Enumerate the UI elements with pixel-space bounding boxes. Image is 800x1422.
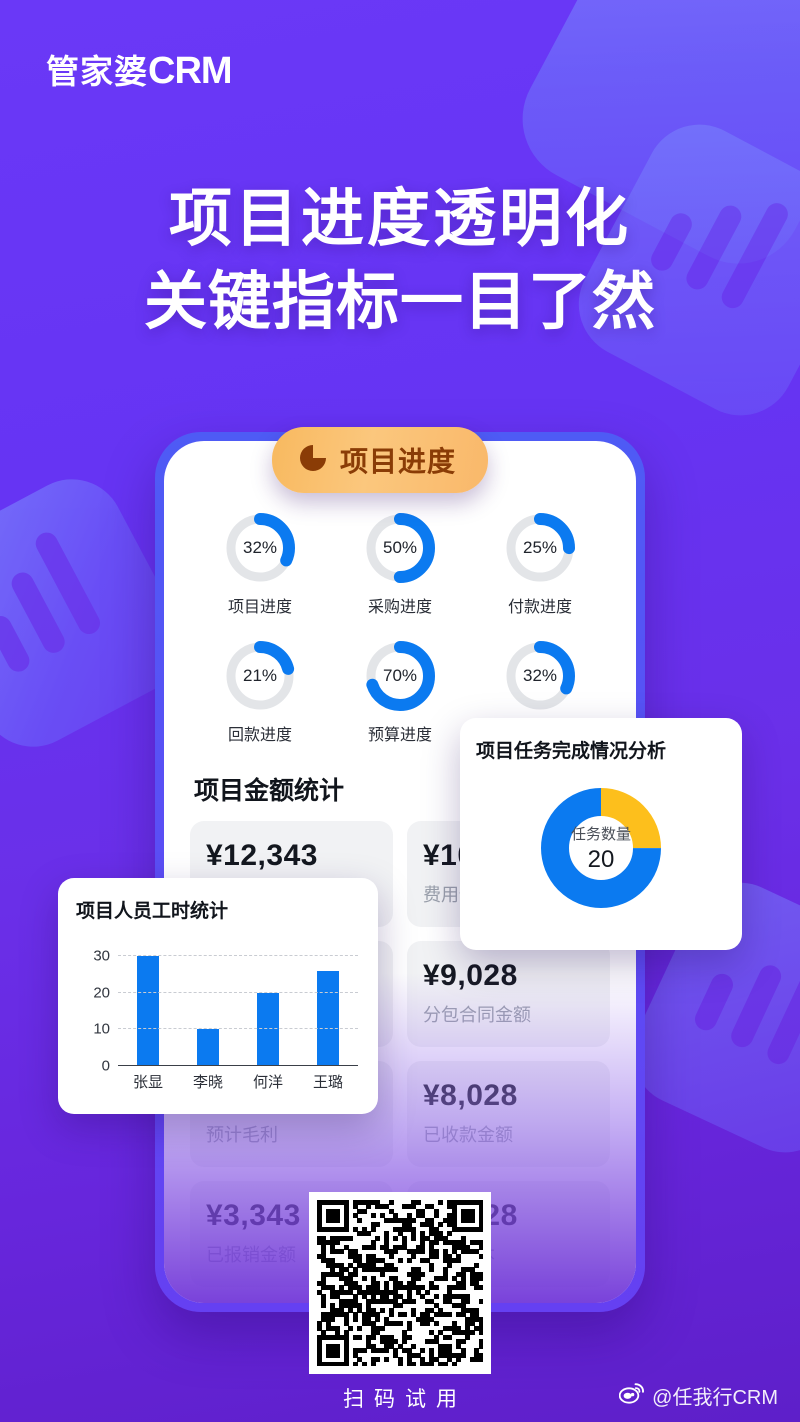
bar-chart-gridline: 30 (93, 948, 358, 965)
staff-hours-title: 项目人员工时统计 (76, 901, 229, 922)
bar-chart-x-axis (118, 1065, 358, 1066)
brand-logo-en: CRM (148, 50, 233, 92)
headline: 项目进度透明化 关键指标一目了然 (0, 178, 800, 344)
gauge-label: 预算进度 (367, 727, 432, 744)
gauge-ring: 25% (503, 511, 577, 585)
gauge-value: 50% (382, 538, 418, 557)
weibo-icon (618, 1382, 645, 1410)
weibo-watermark: @任我行CRM (618, 1381, 778, 1410)
qr-code[interactable] (309, 1192, 491, 1374)
qr-caption: 扫码试用 (343, 1388, 467, 1411)
task-donut-chart: 任务数量 20 (526, 773, 676, 923)
gauge-ring: 70% (363, 639, 437, 713)
pie-chart-icon (298, 443, 328, 478)
gauge-1: 32% 项目进度 (190, 511, 330, 617)
gauge-label: 回款进度 (227, 727, 292, 744)
amount-section-title: 项目金额统计 (194, 777, 345, 805)
brand-logo-cn: 管家婆 (46, 52, 148, 90)
bar-chart-x-label: 李晓 (192, 1074, 223, 1091)
amount-card-value: ¥8,028 (423, 1079, 518, 1112)
amount-card-value: ¥12,343 (206, 839, 318, 872)
bar-chart-y-tick: 30 (93, 947, 110, 965)
amount-card-label: 预计毛利 (206, 1125, 278, 1145)
bar-chart-bar[interactable] (137, 956, 159, 1066)
gauge-value: 32% (522, 666, 558, 685)
gauge-ring: 50% (363, 511, 437, 585)
donut-segment (541, 788, 661, 908)
bar-chart-bar[interactable] (317, 970, 339, 1066)
gauge-4: 21% 回款进度 (190, 639, 330, 745)
headline-line-2: 关键指标一目了然 (144, 267, 656, 338)
bar-chart-gridline: 20 (93, 984, 358, 1001)
bar-chart-x-label: 张显 (132, 1074, 163, 1091)
gauge-3: 25% 付款进度 (470, 511, 610, 617)
amount-card-label: 已收款金额 (423, 1125, 513, 1145)
bar-chart-bar[interactable] (257, 992, 279, 1066)
amount-card[interactable]: ¥9,028 分包合同金额 (407, 941, 610, 1047)
gauge-label: 采购进度 (367, 599, 432, 616)
task-completion-title: 项目任务完成情况分析 (476, 741, 667, 762)
section-badge-label: 项目进度 (340, 446, 457, 477)
gauge-label: 项目进度 (227, 599, 292, 616)
gauge-value: 32% (242, 538, 278, 557)
gauge-ring: 32% (503, 639, 577, 713)
task-completion-card: 项目任务完成情况分析 任务数量 20 (460, 718, 742, 950)
donut-center-label: 任务数量 (570, 825, 631, 843)
amount-card[interactable]: ¥8,028 已收款金额 (407, 1061, 610, 1167)
gauge-label: 付款进度 (507, 599, 572, 616)
gauge-value: 70% (382, 666, 418, 685)
weibo-handle: @任我行CRM (652, 1387, 778, 1409)
gauge-2: 50% 采购进度 (330, 511, 470, 617)
bar-chart-y-tick: 10 (93, 1020, 110, 1038)
staff-hours-card: 项目人员工时统计 0 10 20 30 张显 李晓 何洋 王璐 (58, 878, 378, 1114)
gauge-ring: 21% (223, 639, 297, 713)
brand-logo: 管家婆 CRM (46, 50, 233, 92)
gauge-grid: 32%项目进度50%采购进度25%付款进度21%回款进度70%预算进度32%子项… (190, 511, 610, 745)
bar-chart-y-tick: 20 (93, 984, 110, 1002)
bar-chart-x-label: 王璐 (312, 1074, 343, 1091)
bar-chart-bar[interactable] (197, 1029, 219, 1066)
donut-center-value: 20 (587, 845, 615, 873)
gauge-ring: 32% (223, 511, 297, 585)
gauge-5: 70% 预算进度 (330, 639, 470, 745)
bar-chart-y-tick: 0 (101, 1057, 110, 1075)
bar-chart-gridline: 10 (93, 1021, 358, 1038)
bar-chart-x-label: 何洋 (252, 1074, 283, 1091)
staff-hours-bar-chart: 0 10 20 30 张显 李晓 何洋 王璐 (76, 939, 360, 1094)
amount-card-label: 分包合同金额 (423, 1005, 531, 1025)
donut-center-text: 任务数量 20 (526, 773, 676, 923)
amount-card-value: ¥9,028 (423, 959, 518, 992)
section-badge-project-progress[interactable]: 项目进度 (272, 427, 489, 493)
headline-line-1: 项目进度透明化 (169, 184, 631, 254)
bar-chart-x-labels: 张显 李晓 何洋 王璐 (118, 1071, 358, 1092)
gauge-value: 21% (242, 666, 278, 685)
gauge-value: 25% (522, 538, 558, 557)
